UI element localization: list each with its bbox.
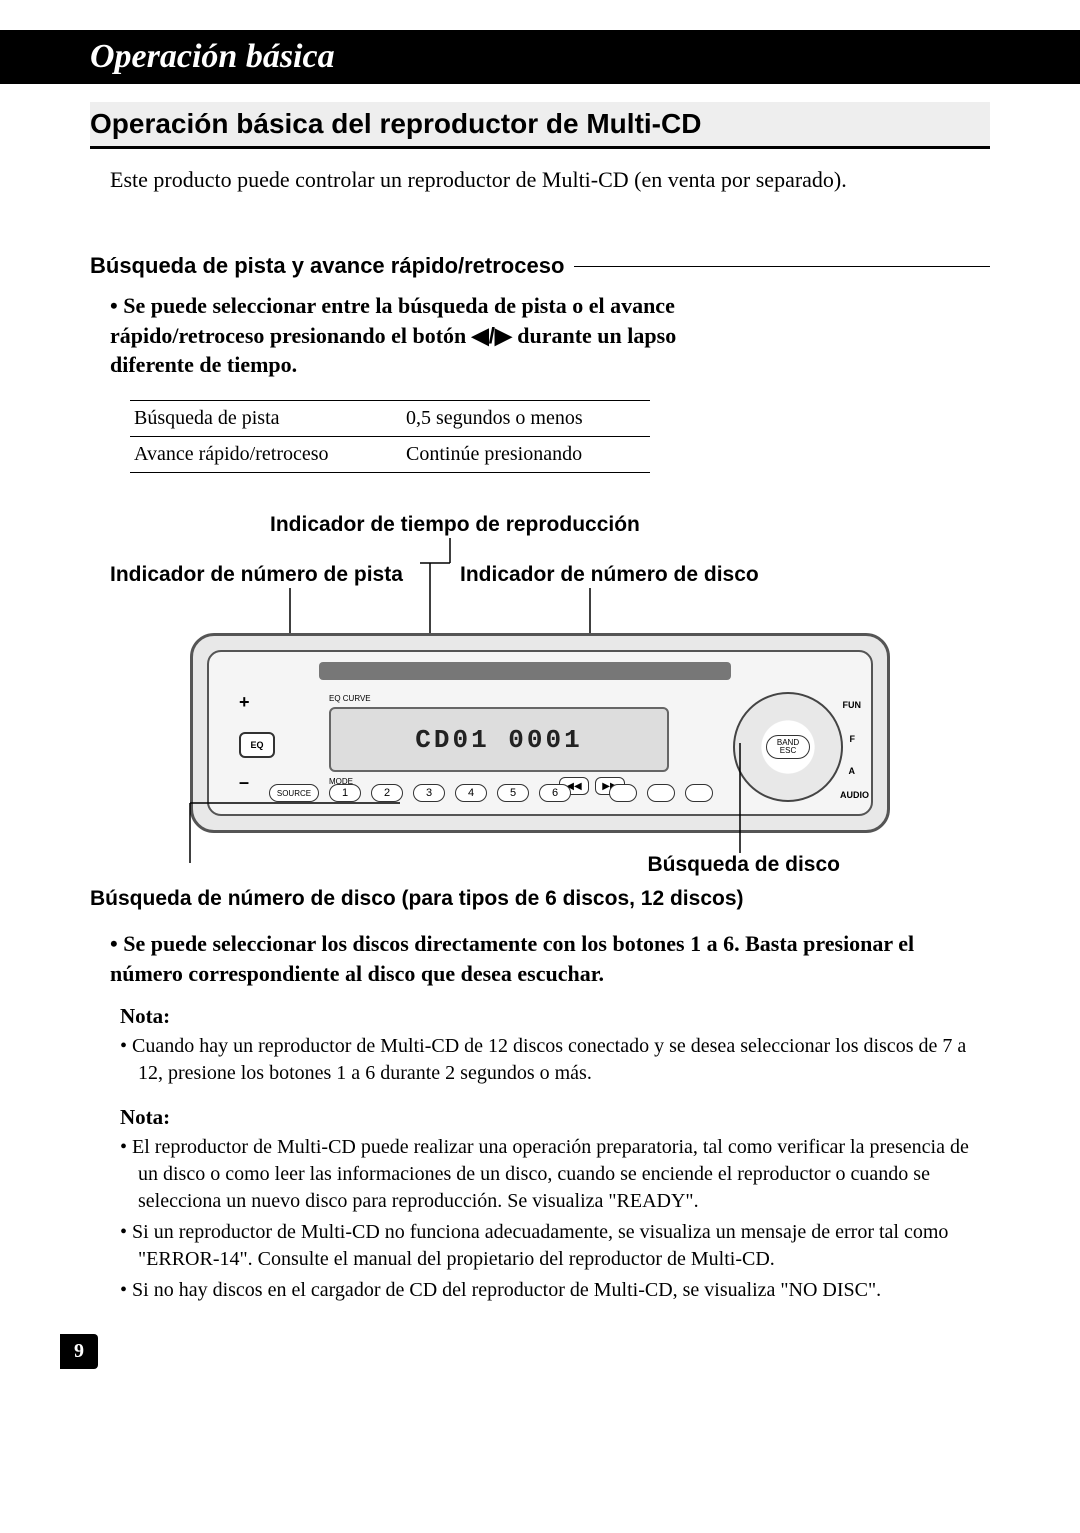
table-cell: Avance rápido/retroceso	[130, 437, 402, 473]
eq-button[interactable]: EQ	[239, 732, 275, 758]
control-dial[interactable]: BAND ESC FUN F A AUDIO	[733, 692, 843, 802]
indicator-labels: Indicador de tiempo de reproducción Indi…	[90, 513, 990, 633]
aux-button[interactable]	[685, 784, 713, 802]
device-inner: + EQ – CD01 0001 EQ CURVE MODE ◀◀ ▶▶ SOU…	[207, 650, 873, 816]
volume-minus: –	[239, 772, 249, 793]
eq-label: EQ	[250, 740, 263, 750]
aux-button[interactable]	[609, 784, 637, 802]
num-button-4[interactable]: 4	[455, 784, 487, 802]
num-button-5[interactable]: 5	[497, 784, 529, 802]
note-item: • Si no hay discos en el cargador de CD …	[120, 1277, 990, 1304]
note-text: Si no hay discos en el cargador de CD de…	[132, 1279, 881, 1301]
section-heading: Operación básica del reproductor de Mult…	[90, 102, 990, 149]
timing-table: Búsqueda de pista 0,5 segundos o menos A…	[130, 400, 650, 473]
disc-number-indicator-label: Indicador de número de disco	[460, 563, 759, 587]
note-item: • Si un reproductor de Multi-CD no funci…	[120, 1219, 990, 1273]
aux-button-row	[609, 784, 713, 802]
section-heading-text: Operación básica del reproductor de Mult…	[90, 108, 701, 139]
arrow-glyphs: ◀/▶	[472, 323, 512, 348]
table-cell: Continúe presionando	[402, 437, 650, 473]
note-heading: Nota:	[120, 1105, 990, 1130]
num-button-1[interactable]: 1	[329, 784, 361, 802]
below-labels: Búsqueda de disco Búsqueda de número de …	[90, 853, 990, 911]
btn-label: 2	[384, 787, 390, 799]
fun-label: FUN	[843, 700, 862, 710]
lcd-display: CD01 0001	[329, 707, 669, 772]
table-row: Avance rápido/retroceso Continúe presion…	[130, 437, 650, 473]
car-stereo-faceplate: + EQ – CD01 0001 EQ CURVE MODE ◀◀ ▶▶ SOU…	[190, 633, 890, 833]
device-illustration: + EQ – CD01 0001 EQ CURVE MODE ◀◀ ▶▶ SOU…	[190, 633, 890, 833]
f-label: F	[850, 734, 856, 744]
note-item: • El reproductor de Multi-CD puede reali…	[120, 1134, 990, 1215]
volume-plus: +	[239, 692, 250, 713]
num-button-2[interactable]: 2	[371, 784, 403, 802]
btn-label: 3	[426, 787, 432, 799]
bullet-dot: •	[110, 293, 123, 318]
note-block-1: Nota: • Cuando hay un reproductor de Mul…	[120, 1004, 990, 1087]
disc-number-search-heading: Búsqueda de número de disco (para tipos …	[90, 887, 990, 911]
source-label: SOURCE	[277, 789, 311, 798]
page-number: 9	[60, 1334, 98, 1369]
intro-paragraph: Este producto puede controlar un reprodu…	[110, 167, 990, 193]
btn-label: 1	[342, 787, 348, 799]
eq-curve-label: EQ CURVE	[329, 694, 371, 703]
chapter-title: Operación básica	[90, 38, 335, 75]
leader-line	[574, 266, 990, 267]
note-block-2: Nota: • El reproductor de Multi-CD puede…	[120, 1105, 990, 1304]
note-text: Cuando hay un reproductor de Multi-CD de…	[132, 1035, 966, 1084]
num-button-6[interactable]: 6	[539, 784, 571, 802]
page-content: Operación básica del reproductor de Mult…	[0, 102, 1080, 1304]
table-row: Búsqueda de pista 0,5 segundos o menos	[130, 401, 650, 437]
track-search-heading-row: Búsqueda de pista y avance rápido/retroc…	[90, 253, 990, 279]
track-search-bullet: • Se puede seleccionar entre la búsqueda…	[110, 291, 750, 380]
btn-label: 5	[510, 787, 516, 799]
page-number-tab: 9	[0, 1334, 1080, 1369]
track-search-heading: Búsqueda de pista y avance rápido/retroc…	[90, 253, 564, 279]
esc-label: ESC	[780, 747, 796, 755]
audio-label: AUDIO	[840, 790, 869, 800]
table-cell: Búsqueda de pista	[130, 401, 402, 437]
disc-search-label-row: Búsqueda de disco	[90, 853, 990, 877]
source-button[interactable]: SOURCE	[269, 784, 319, 802]
btn-label: 6	[552, 787, 558, 799]
a-label: A	[849, 766, 856, 776]
chapter-header: Operación básica	[0, 30, 1080, 84]
aux-button[interactable]	[647, 784, 675, 802]
track-number-indicator-label: Indicador de número de pista	[110, 563, 403, 587]
btn-label: 4	[468, 787, 474, 799]
note-text: Si un reproductor de Multi-CD no funcion…	[132, 1221, 948, 1270]
cd-slot	[319, 662, 731, 680]
playback-time-indicator-label: Indicador de tiempo de reproducción	[270, 513, 640, 537]
display-text: CD01 0001	[415, 725, 582, 755]
number-button-row: 1 2 3 4 5 6	[329, 784, 571, 802]
band-esc-button[interactable]: BAND ESC	[766, 735, 810, 759]
note-text: El reproductor de Multi-CD puede realiza…	[132, 1136, 969, 1212]
disc-select-bullet: • Se puede seleccionar los discos direct…	[110, 929, 990, 988]
num-button-3[interactable]: 3	[413, 784, 445, 802]
note-item: • Cuando hay un reproductor de Multi-CD …	[120, 1033, 990, 1087]
table-cell: 0,5 segundos o menos	[402, 401, 650, 437]
disc-search-label: Búsqueda de disco	[647, 853, 840, 876]
note-heading: Nota:	[120, 1004, 990, 1029]
